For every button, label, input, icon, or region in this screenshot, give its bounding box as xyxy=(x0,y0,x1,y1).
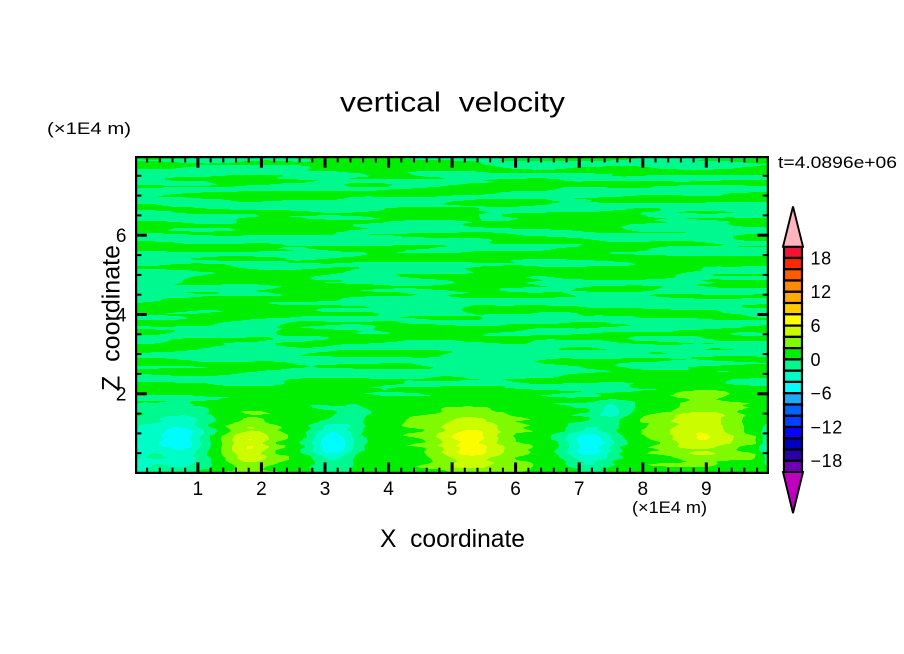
svg-text:0: 0 xyxy=(811,350,822,370)
svg-text:6: 6 xyxy=(811,316,822,336)
svg-text:−12: −12 xyxy=(811,417,843,437)
svg-text:Z coordinate: Z coordinate xyxy=(98,245,126,391)
svg-text:8: 8 xyxy=(638,479,649,500)
svg-text:−6: −6 xyxy=(811,384,833,404)
svg-text:t=4.0896e+06: t=4.0896e+06 xyxy=(778,153,897,172)
svg-text:1: 1 xyxy=(193,479,204,500)
svg-text:18: 18 xyxy=(811,248,832,268)
svg-text:6: 6 xyxy=(510,479,521,500)
svg-text:X coordinate: X coordinate xyxy=(380,525,525,553)
svg-text:5: 5 xyxy=(447,479,458,500)
svg-text:2: 2 xyxy=(116,385,127,406)
svg-text:2: 2 xyxy=(256,479,267,500)
svg-text:4: 4 xyxy=(116,305,127,326)
svg-text:3: 3 xyxy=(320,479,331,500)
svg-text:4: 4 xyxy=(383,479,394,500)
svg-text:(×1E4 m): (×1E4 m) xyxy=(632,498,707,517)
svg-text:−18: −18 xyxy=(811,451,843,471)
svg-text:9: 9 xyxy=(701,479,712,500)
svg-text:7: 7 xyxy=(574,479,585,500)
svg-text:vertical velocity: vertical velocity xyxy=(340,87,565,118)
svg-text:6: 6 xyxy=(116,226,127,247)
svg-text:12: 12 xyxy=(811,282,832,302)
svg-text:(×1E4 m): (×1E4 m) xyxy=(47,119,131,138)
